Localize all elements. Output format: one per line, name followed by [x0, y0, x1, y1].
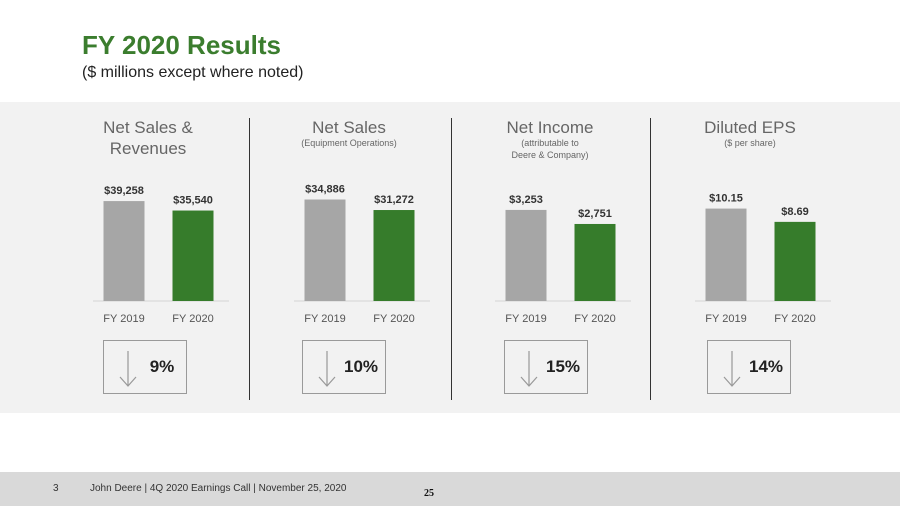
change-value: 14% [748, 357, 784, 376]
chart-subtitle: (attributable to Deere & Company) [511, 138, 589, 160]
bar-chart: $34,886 FY 2019 $31,272 FY 2020 [294, 184, 430, 325]
x-tick-label: FY 2020 [574, 313, 615, 325]
change-box: 9% [103, 340, 187, 394]
bar-chart: $10.15 FY 2019 $8.69 FY 2020 [695, 193, 831, 325]
change-value: 15% [545, 357, 581, 376]
data-label: $34,886 [305, 184, 345, 196]
bar-chart: $39,258 FY 2019 $35,540 FY 2020 [93, 185, 229, 325]
bar-fy-2020 [774, 221, 816, 301]
x-tick-label: FY 2020 [172, 313, 213, 325]
down-arrow-icon [723, 351, 741, 387]
bar-fy-2020 [172, 210, 214, 301]
x-tick-label: FY 2019 [103, 313, 144, 325]
bar-fy-2019 [505, 209, 547, 301]
x-tick-label: FY 2019 [705, 313, 746, 325]
down-arrow-icon [119, 351, 137, 387]
bar-chart: $3,253 FY 2019 $2,751 FY 2020 [495, 194, 631, 325]
page-subtitle: ($ millions except where noted) [82, 64, 304, 81]
page-number: 25 [424, 488, 434, 499]
data-label: $31,272 [374, 194, 414, 206]
divider [451, 118, 452, 400]
down-arrow-icon [520, 351, 538, 387]
divider [650, 118, 651, 400]
chart-title: Net Income [506, 118, 594, 137]
change-box: 15% [504, 340, 588, 394]
chart-diluted-eps: Diluted EPS ($ per share) $10.15 FY 2019 $… [655, 112, 845, 412]
chart-title: Diluted EPS [704, 118, 796, 137]
chart-net-income: Net Income (attributable to Deere & Comp… [455, 112, 645, 412]
bar-fy-2019 [304, 199, 346, 301]
change-box: 14% [707, 340, 791, 394]
divider [249, 118, 250, 400]
data-label: $8.69 [781, 206, 809, 218]
bar-fy-2020 [373, 210, 415, 301]
data-label: $10.15 [709, 193, 743, 205]
chart-title: Net Sales [312, 118, 386, 137]
change-value: 10% [343, 357, 379, 376]
footer-text: John Deere | 4Q 2020 Earnings Call | Nov… [90, 483, 347, 494]
bar-fy-2019 [103, 201, 145, 301]
data-label: $35,540 [173, 195, 213, 207]
chart-title: Net Sales & Revenues [103, 118, 193, 158]
chart-net-sales-revenues: Net Sales & Revenues $39,258 FY 2019 $35,5… [53, 112, 243, 412]
bar-fy-2020 [574, 223, 616, 301]
down-arrow-icon [318, 351, 336, 387]
x-tick-label: FY 2019 [304, 313, 345, 325]
data-label: $3,253 [509, 194, 543, 206]
chart-net-sales: Net Sales (Equipment Operations) $34,886… [254, 112, 444, 412]
change-value: 9% [149, 357, 175, 376]
x-tick-label: FY 2019 [505, 313, 546, 325]
bar-fy-2019 [705, 208, 747, 301]
footer: 3 John Deere | 4Q 2020 Earnings Call | N… [0, 472, 900, 506]
chart-subtitle: (Equipment Operations) [301, 138, 397, 148]
chart-subtitle: ($ per share) [724, 138, 776, 148]
change-box: 10% [302, 340, 386, 394]
data-label: $39,258 [104, 185, 144, 197]
x-tick-label: FY 2020 [373, 313, 414, 325]
page-title: FY 2020 Results [82, 30, 281, 60]
x-tick-label: FY 2020 [774, 313, 815, 325]
slide-number: 3 [53, 483, 59, 494]
data-label: $2,751 [578, 208, 612, 220]
